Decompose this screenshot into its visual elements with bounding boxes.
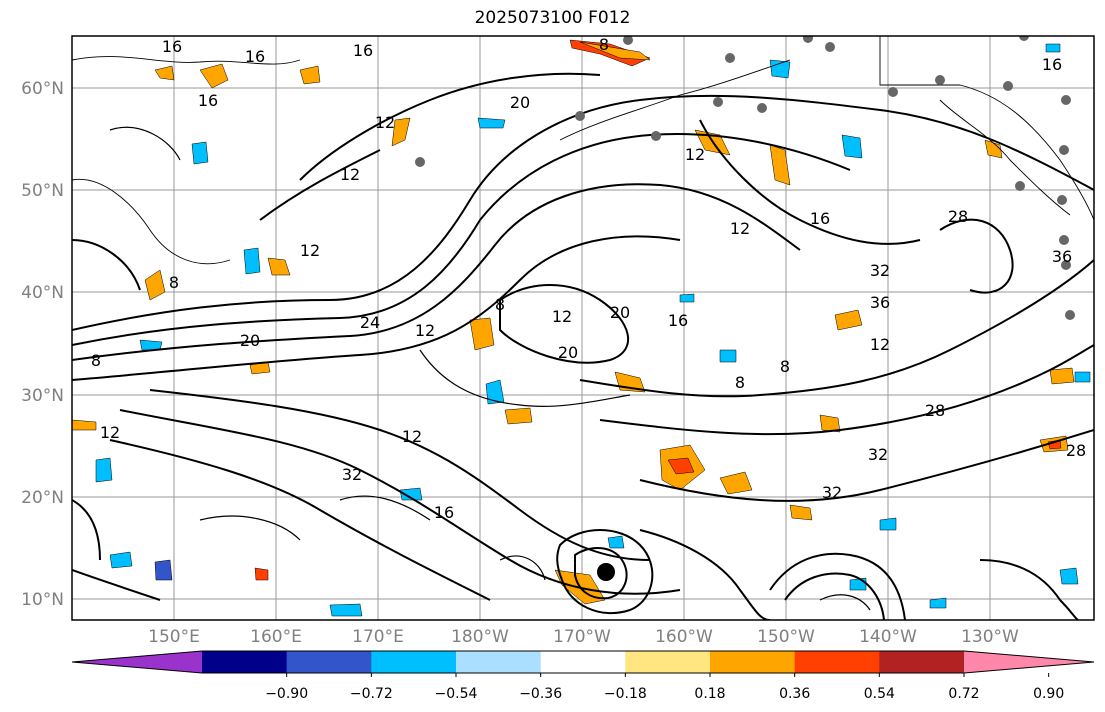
lon-label-160e: 160°E	[250, 627, 302, 647]
colorbar-segment	[202, 651, 288, 673]
contour-label: 8	[91, 351, 101, 370]
lat-label-50n: 50°N	[21, 181, 64, 201]
contour-label: 8	[169, 273, 179, 292]
colorbar-tick-label: −0.72	[350, 686, 393, 702]
contour-label: 12	[340, 165, 360, 184]
contour-label: 12	[100, 423, 120, 442]
contour-label: 8	[735, 373, 745, 392]
contour-label: 8	[495, 295, 505, 314]
colorbar-extend-low	[72, 651, 202, 673]
contour-label: 20	[240, 331, 260, 350]
colorbar-tick-label: 0.36	[779, 686, 810, 702]
contour-label: 28	[925, 401, 945, 420]
contour-label: 16	[162, 37, 182, 56]
contour-label: 32	[870, 261, 890, 280]
contour-labels: 16 16 16 8 20 16 12 12 12 8 16 12 12 16 28 32 36 36 24 20 8 1…	[91, 35, 1086, 522]
contour-label: 8	[780, 357, 790, 376]
lat-label-20n: 20°N	[21, 488, 64, 508]
contour-label: 12	[375, 113, 395, 132]
contour-label: 20	[610, 303, 630, 322]
map-frame	[71, 35, 1095, 621]
map-panel	[72, 36, 1094, 620]
colorbar-tick-label: −0.90	[265, 686, 308, 702]
contour-label: 36	[1052, 247, 1072, 266]
station-markers	[415, 36, 1075, 320]
colorbar-segment	[879, 651, 965, 673]
contour-label: 12	[415, 321, 435, 340]
contour-label: 28	[1066, 441, 1086, 460]
contour-label: 12	[730, 219, 750, 238]
storm-center-marker	[597, 563, 615, 581]
colorbar-segment	[371, 651, 457, 673]
lon-label-150e: 150°E	[148, 627, 200, 647]
lon-label-130w: 130°W	[961, 627, 1019, 647]
contour-label: 16	[1042, 55, 1062, 74]
colorbar-segment	[794, 651, 880, 673]
contour-label: 16	[668, 311, 688, 330]
contour-label: 32	[822, 483, 842, 502]
colorbar-tick-label: −0.18	[604, 686, 647, 702]
lon-label-150w: 150°W	[757, 627, 815, 647]
contour-label: 16	[434, 503, 454, 522]
lon-label-180w: 180°W	[451, 627, 509, 647]
contour-label: 24	[360, 313, 380, 332]
lat-label-10n: 10°N	[21, 590, 64, 610]
contour-label: 16	[810, 209, 830, 228]
lon-label-160w: 160°W	[655, 627, 713, 647]
contour-label: 32	[868, 445, 888, 464]
map-title: 2025073100 F012	[474, 8, 631, 28]
colorbar-tick-label: 0.72	[948, 686, 979, 702]
latitude-axis: 60°N 50°N 40°N 30°N 20°N 10°N	[21, 79, 64, 610]
contour-label: 12	[870, 335, 890, 354]
lon-label-170e: 170°E	[352, 627, 404, 647]
colorbar-outline	[71, 650, 1095, 674]
colorbar-tick-label: −0.36	[519, 686, 562, 702]
contour-label: 16	[353, 41, 373, 60]
longitude-axis: 150°E 160°E 170°E 180°W 170°W 160°W 150°…	[148, 627, 1019, 647]
colorbar-segment	[286, 651, 372, 673]
contour-label: 32	[342, 465, 362, 484]
colorbar: −0.90 −0.72 −0.54 −0.36 −0.18 0.18 0.36 0.54 0.7…	[71, 650, 1095, 702]
lon-label-140w: 140°W	[859, 627, 917, 647]
colorbar-segment	[540, 651, 626, 673]
colorbar-extend-high	[964, 651, 1094, 673]
contour-label: 16	[245, 47, 265, 66]
colorbar-tick-label: 0.18	[694, 686, 725, 702]
contour-label: 12	[402, 427, 422, 446]
contour-label: 20	[558, 343, 578, 362]
lat-label-40n: 40°N	[21, 283, 64, 303]
contour-label: 12	[552, 307, 572, 326]
coastlines	[72, 36, 1094, 265]
contour-label: 28	[948, 207, 968, 226]
lat-label-60n: 60°N	[21, 79, 64, 99]
lat-label-30n: 30°N	[21, 386, 64, 406]
contour-label: 36	[870, 293, 890, 312]
lon-label-170w: 170°W	[553, 627, 611, 647]
colorbar-tick-label: −0.54	[435, 686, 478, 702]
contour-label: 20	[510, 93, 530, 112]
colorbar-segment	[456, 651, 542, 673]
contour-label: 12	[685, 145, 705, 164]
contour-label: 16	[198, 91, 218, 110]
colorbar-tick-label: 0.54	[864, 686, 895, 702]
colorbar-segment	[625, 651, 711, 673]
contour-label: 8	[599, 35, 609, 54]
minor-contours	[109, 126, 871, 611]
contour-lines	[72, 72, 1094, 620]
colorbar-segment	[710, 651, 796, 673]
colorbar-tick-label: 0.90	[1033, 686, 1064, 702]
contour-label: 12	[300, 241, 320, 260]
